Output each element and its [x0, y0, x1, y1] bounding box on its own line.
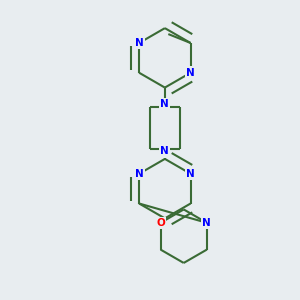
Text: N: N: [160, 99, 169, 109]
Text: N: N: [160, 146, 169, 157]
Text: N: N: [135, 169, 143, 179]
Text: N: N: [202, 218, 211, 228]
Text: O: O: [156, 218, 165, 228]
Text: N: N: [186, 68, 195, 78]
Text: N: N: [135, 38, 143, 48]
Text: N: N: [186, 169, 195, 179]
